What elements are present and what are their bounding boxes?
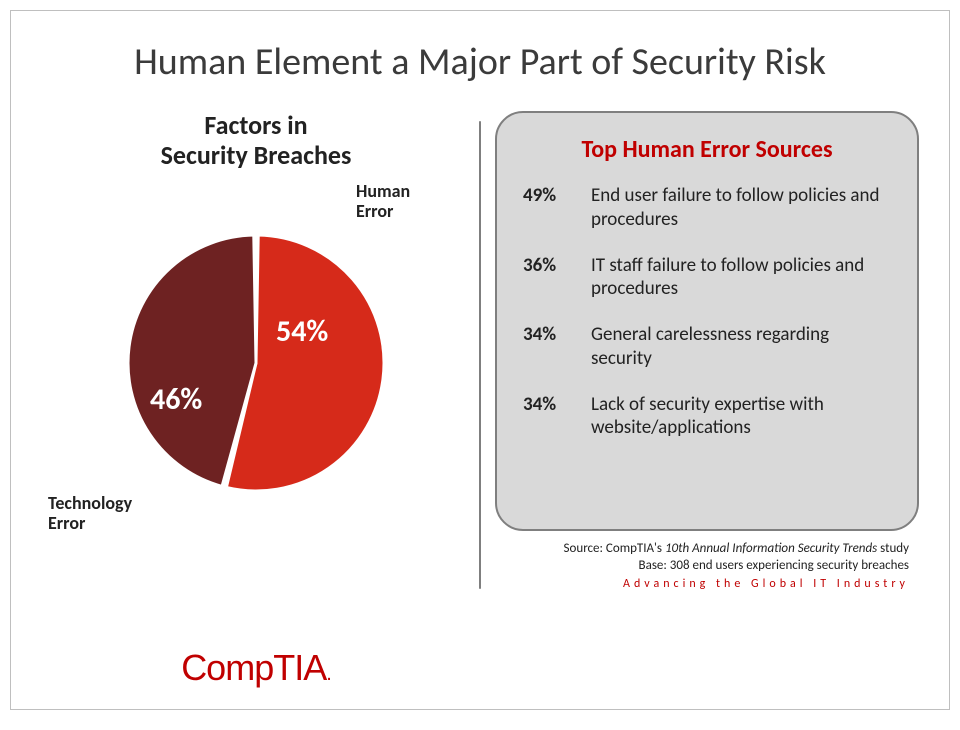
callout-item-pct: 49% <box>523 184 573 232</box>
callout-item: 34% Lack of security expertise with webs… <box>523 393 891 441</box>
pie-cat-0: HumanError <box>356 181 410 222</box>
callout-item-text: IT staff failure to follow policies and … <box>591 254 891 302</box>
callout-item: 34% General carelessness regarding secur… <box>523 323 891 371</box>
source-note: Source: CompTIA's 10th Annual Informatio… <box>495 541 919 575</box>
callout-item-text: General carelessness regarding security <box>591 323 891 371</box>
callout-item-pct: 34% <box>523 323 573 371</box>
source-suffix: study <box>877 541 909 556</box>
right-column: Top Human Error Sources 49% End user fai… <box>489 111 919 689</box>
callout-list: 49% End user failure to follow policies … <box>523 184 891 440</box>
callout-box: Top Human Error Sources 49% End user fai… <box>495 111 919 531</box>
callout-title: Top Human Error Sources <box>523 135 891 164</box>
slide-title: Human Element a Major Part of Security R… <box>41 39 919 85</box>
pie-svg <box>106 213 406 513</box>
source-study: 10th Annual Information Security Trends <box>665 541 877 556</box>
callout-item-text: Lack of security expertise with website/… <box>591 393 891 441</box>
logo-row: CompTIA. <box>181 647 331 689</box>
comptia-logo: CompTIA. <box>181 647 331 689</box>
chart-title: Factors inSecurity Breaches <box>161 111 352 171</box>
callout-item: 36% IT staff failure to follow policies … <box>523 254 891 302</box>
callout-item-pct: 34% <box>523 393 573 441</box>
logo-part1: Comp <box>181 647 273 688</box>
callout-item-text: End user failure to follow policies and … <box>591 184 891 232</box>
pie-chart: 54% 46% HumanError TechnologyError <box>46 177 466 537</box>
slide-frame: Human Element a Major Part of Security R… <box>10 10 950 710</box>
source-prefix: Source: CompTIA's <box>564 541 665 556</box>
pie-label-1: 46% <box>150 381 202 418</box>
content-row: Factors inSecurity Breaches 54% 46% Huma… <box>41 111 919 689</box>
tagline: Advancing the Global IT Industry <box>495 577 919 591</box>
pie-label-0: 54% <box>276 313 328 350</box>
callout-item: 49% End user failure to follow policies … <box>523 184 891 232</box>
vertical-divider <box>479 121 481 589</box>
pie-cat-1: TechnologyError <box>48 493 132 534</box>
source-base: Base: 308 end users experiencing securit… <box>639 558 909 573</box>
left-column: Factors inSecurity Breaches 54% 46% Huma… <box>41 111 471 689</box>
logo-part2: TIA <box>273 647 326 688</box>
logo-dot: . <box>326 663 331 685</box>
callout-item-pct: 36% <box>523 254 573 302</box>
